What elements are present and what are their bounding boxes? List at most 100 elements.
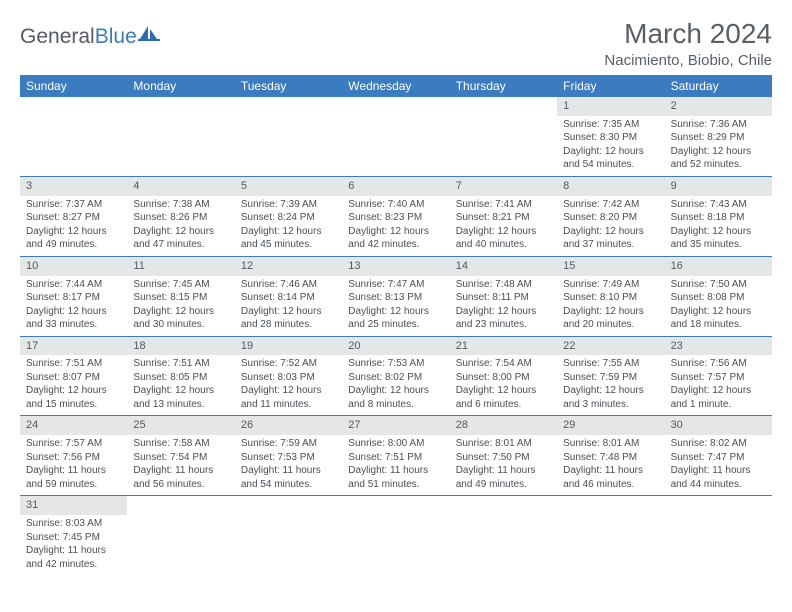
day-cell: 4Sunrise: 7:38 AMSunset: 8:26 PMDaylight…	[127, 177, 234, 256]
day-cell: 30Sunrise: 8:02 AMSunset: 7:47 PMDayligh…	[665, 416, 772, 495]
week-row: 31Sunrise: 8:03 AMSunset: 7:45 PMDayligh…	[20, 496, 772, 575]
day-body: Sunrise: 7:46 AMSunset: 8:14 PMDaylight:…	[235, 276, 342, 336]
daylight-line1: Daylight: 12 hours	[241, 225, 336, 239]
calendar-page: GeneralBlue March 2024 Nacimiento, Biobi…	[0, 0, 792, 593]
day-number: 23	[665, 337, 772, 356]
daylight-line2: and 18 minutes.	[671, 318, 766, 332]
day-number: 20	[342, 337, 449, 356]
daylight-line1: Daylight: 11 hours	[133, 464, 228, 478]
daylight-line2: and 49 minutes.	[26, 238, 121, 252]
daylight-line1: Daylight: 11 hours	[241, 464, 336, 478]
day-cell: 12Sunrise: 7:46 AMSunset: 8:14 PMDayligh…	[235, 257, 342, 336]
sunrise-text: Sunrise: 7:48 AM	[456, 278, 551, 292]
daylight-line2: and 44 minutes.	[671, 478, 766, 492]
day-number: 12	[235, 257, 342, 276]
sunrise-text: Sunrise: 7:38 AM	[133, 198, 228, 212]
daylight-line2: and 42 minutes.	[348, 238, 443, 252]
sunrise-text: Sunrise: 7:36 AM	[671, 118, 766, 132]
day-cell: 6Sunrise: 7:40 AMSunset: 8:23 PMDaylight…	[342, 177, 449, 256]
day-cell: 13Sunrise: 7:47 AMSunset: 8:13 PMDayligh…	[342, 257, 449, 336]
daylight-line1: Daylight: 12 hours	[133, 305, 228, 319]
sunset-text: Sunset: 8:11 PM	[456, 291, 551, 305]
sunset-text: Sunset: 8:08 PM	[671, 291, 766, 305]
daylight-line2: and 45 minutes.	[241, 238, 336, 252]
day-body: Sunrise: 7:52 AMSunset: 8:03 PMDaylight:…	[235, 355, 342, 415]
sunrise-text: Sunrise: 7:51 AM	[26, 357, 121, 371]
day-cell	[450, 496, 557, 575]
day-cell	[20, 97, 127, 176]
weekday-label: Thursday	[450, 75, 557, 97]
daylight-line1: Daylight: 12 hours	[671, 225, 766, 239]
day-number: 28	[450, 416, 557, 435]
sunset-text: Sunset: 8:02 PM	[348, 371, 443, 385]
weekday-label: Saturday	[665, 75, 772, 97]
sunrise-text: Sunrise: 8:02 AM	[671, 437, 766, 451]
daylight-line1: Daylight: 11 hours	[26, 464, 121, 478]
day-body: Sunrise: 8:02 AMSunset: 7:47 PMDaylight:…	[665, 435, 772, 495]
day-number: 14	[450, 257, 557, 276]
day-number: 18	[127, 337, 234, 356]
daylight-line1: Daylight: 11 hours	[26, 544, 121, 558]
day-cell: 24Sunrise: 7:57 AMSunset: 7:56 PMDayligh…	[20, 416, 127, 495]
day-body: Sunrise: 7:40 AMSunset: 8:23 PMDaylight:…	[342, 196, 449, 256]
day-number: 29	[557, 416, 664, 435]
daylight-line1: Daylight: 12 hours	[26, 305, 121, 319]
daylight-line2: and 56 minutes.	[133, 478, 228, 492]
day-cell: 10Sunrise: 7:44 AMSunset: 8:17 PMDayligh…	[20, 257, 127, 336]
daylight-line2: and 25 minutes.	[348, 318, 443, 332]
daylight-line1: Daylight: 12 hours	[456, 305, 551, 319]
day-body: Sunrise: 7:39 AMSunset: 8:24 PMDaylight:…	[235, 196, 342, 256]
day-body: Sunrise: 8:01 AMSunset: 7:50 PMDaylight:…	[450, 435, 557, 495]
sunrise-text: Sunrise: 8:01 AM	[456, 437, 551, 451]
sunset-text: Sunset: 8:14 PM	[241, 291, 336, 305]
daylight-line1: Daylight: 11 hours	[456, 464, 551, 478]
daylight-line1: Daylight: 12 hours	[563, 384, 658, 398]
daylight-line1: Daylight: 12 hours	[26, 384, 121, 398]
daylight-line2: and 42 minutes.	[26, 558, 121, 572]
sunrise-text: Sunrise: 7:42 AM	[563, 198, 658, 212]
daylight-line1: Daylight: 12 hours	[348, 384, 443, 398]
daylight-line1: Daylight: 12 hours	[456, 384, 551, 398]
day-cell	[127, 496, 234, 575]
day-body: Sunrise: 7:48 AMSunset: 8:11 PMDaylight:…	[450, 276, 557, 336]
day-cell: 7Sunrise: 7:41 AMSunset: 8:21 PMDaylight…	[450, 177, 557, 256]
daylight-line2: and 6 minutes.	[456, 398, 551, 412]
day-body: Sunrise: 7:45 AMSunset: 8:15 PMDaylight:…	[127, 276, 234, 336]
sunset-text: Sunset: 7:51 PM	[348, 451, 443, 465]
weeks-container: 1Sunrise: 7:35 AMSunset: 8:30 PMDaylight…	[20, 97, 772, 575]
daylight-line1: Daylight: 11 hours	[671, 464, 766, 478]
week-row: 17Sunrise: 7:51 AMSunset: 8:07 PMDayligh…	[20, 337, 772, 417]
day-number: 24	[20, 416, 127, 435]
daylight-line1: Daylight: 12 hours	[26, 225, 121, 239]
day-cell: 15Sunrise: 7:49 AMSunset: 8:10 PMDayligh…	[557, 257, 664, 336]
daylight-line2: and 20 minutes.	[563, 318, 658, 332]
sunrise-text: Sunrise: 7:56 AM	[671, 357, 766, 371]
sunset-text: Sunset: 8:20 PM	[563, 211, 658, 225]
sunset-text: Sunset: 8:29 PM	[671, 131, 766, 145]
sunrise-text: Sunrise: 7:46 AM	[241, 278, 336, 292]
sunset-text: Sunset: 7:59 PM	[563, 371, 658, 385]
sunset-text: Sunset: 8:30 PM	[563, 131, 658, 145]
day-cell: 27Sunrise: 8:00 AMSunset: 7:51 PMDayligh…	[342, 416, 449, 495]
daylight-line2: and 47 minutes.	[133, 238, 228, 252]
day-cell	[235, 97, 342, 176]
day-number: 30	[665, 416, 772, 435]
day-cell	[235, 496, 342, 575]
day-body: Sunrise: 7:50 AMSunset: 8:08 PMDaylight:…	[665, 276, 772, 336]
week-row: 3Sunrise: 7:37 AMSunset: 8:27 PMDaylight…	[20, 177, 772, 257]
day-number: 15	[557, 257, 664, 276]
daylight-line1: Daylight: 11 hours	[348, 464, 443, 478]
day-number: 7	[450, 177, 557, 196]
day-number: 1	[557, 97, 664, 116]
weekday-label: Friday	[557, 75, 664, 97]
day-body: Sunrise: 7:41 AMSunset: 8:21 PMDaylight:…	[450, 196, 557, 256]
day-cell	[342, 496, 449, 575]
day-body: Sunrise: 8:00 AMSunset: 7:51 PMDaylight:…	[342, 435, 449, 495]
day-body: Sunrise: 7:44 AMSunset: 8:17 PMDaylight:…	[20, 276, 127, 336]
daylight-line2: and 28 minutes.	[241, 318, 336, 332]
calendar-grid: SundayMondayTuesdayWednesdayThursdayFrid…	[20, 75, 772, 575]
day-cell	[450, 97, 557, 176]
day-body: Sunrise: 7:42 AMSunset: 8:20 PMDaylight:…	[557, 196, 664, 256]
sunset-text: Sunset: 8:18 PM	[671, 211, 766, 225]
daylight-line1: Daylight: 12 hours	[133, 225, 228, 239]
